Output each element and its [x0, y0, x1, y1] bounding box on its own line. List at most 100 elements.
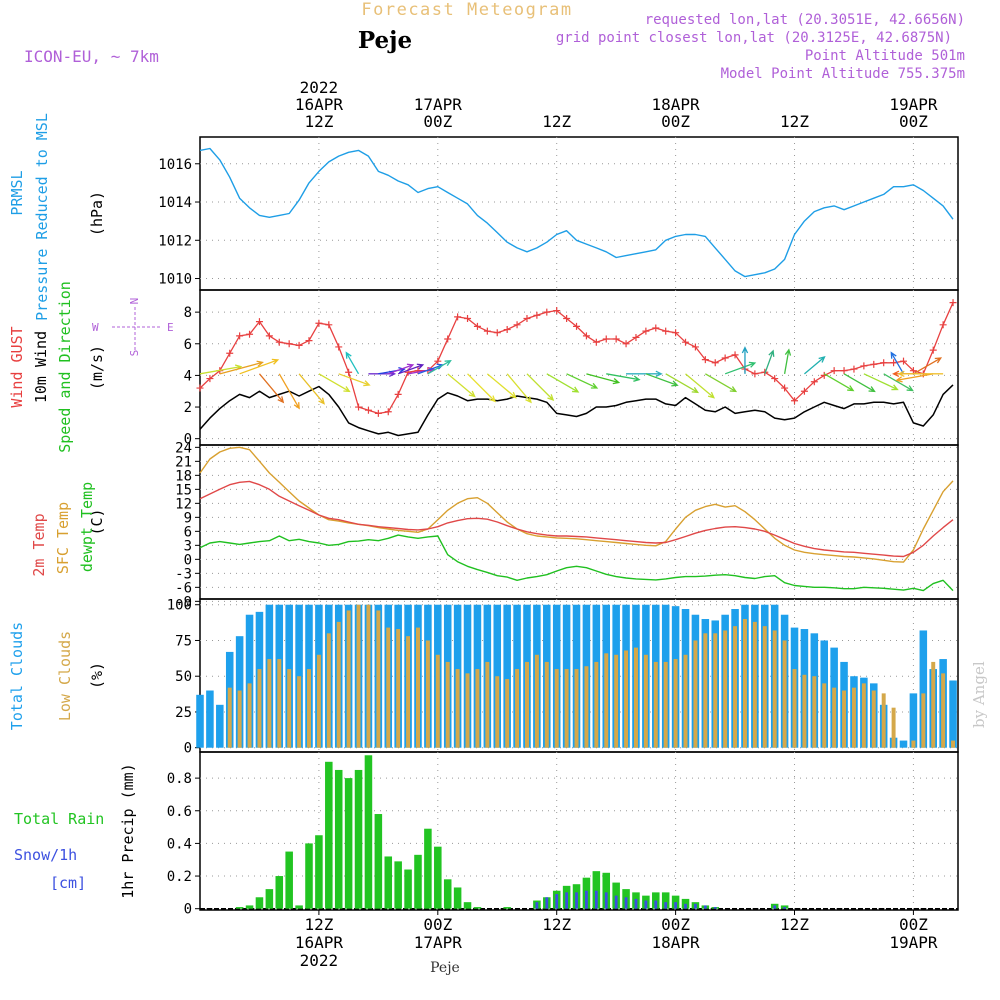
gust-marker	[305, 337, 313, 345]
gust-marker	[909, 367, 917, 375]
low-cloud-bar	[366, 604, 371, 748]
gust-marker	[345, 368, 353, 376]
low-cloud-bar	[614, 654, 619, 748]
gust-marker	[434, 357, 442, 365]
gust-marker	[662, 327, 670, 335]
rain-bar	[434, 846, 442, 909]
compass-e: E	[167, 321, 174, 334]
low-cloud-bar	[564, 669, 569, 748]
snow-bar	[634, 898, 638, 909]
low-cloud-bar	[713, 633, 718, 748]
gust-marker	[454, 313, 462, 321]
wind-arrow	[278, 373, 300, 410]
gust-marker	[335, 343, 343, 351]
gust-marker	[592, 338, 600, 346]
gust-marker	[939, 321, 947, 329]
low-cloud-bar	[703, 633, 708, 748]
low-cloud-bar	[257, 669, 262, 748]
temp-dewpt-label: dewpt Temp	[78, 482, 96, 572]
low-cloud-bar	[812, 676, 817, 748]
wind-arrow	[883, 373, 914, 392]
rain-bar	[453, 887, 462, 909]
gust-marker	[632, 333, 640, 341]
panel-frame	[199, 136, 959, 291]
gust-marker	[236, 332, 244, 340]
low-cloud-bar	[584, 666, 589, 748]
wind-arrow	[318, 373, 351, 393]
wind-arrow	[626, 370, 663, 378]
snow-bar	[624, 897, 628, 909]
gust-marker	[374, 409, 382, 417]
rain-bar	[295, 905, 303, 909]
y-tick-label: 1014	[158, 195, 192, 211]
snow-bar	[644, 900, 648, 909]
low-cloud-bar	[842, 690, 847, 748]
low-cloud-bar	[227, 687, 232, 748]
gust-marker	[315, 319, 323, 327]
low-cloud-bar	[733, 626, 738, 748]
chart-title: Forecast Meteogram	[361, 0, 572, 20]
low-cloud-bar	[643, 654, 648, 748]
snow-bar	[535, 902, 539, 909]
time-label-bottom: 00Z	[661, 915, 690, 934]
low-cloud-bar	[653, 661, 658, 748]
cloud-bars	[196, 604, 957, 748]
y-tick-label: 21	[175, 454, 192, 470]
y-tick-label: 12	[175, 496, 192, 512]
gust-marker	[206, 375, 214, 383]
gust-marker	[196, 384, 204, 392]
time-label-top: 16APR	[295, 95, 344, 114]
gust-marker	[791, 397, 799, 405]
snow-bar	[664, 902, 668, 909]
gust-marker	[830, 367, 838, 375]
gust-marker	[533, 311, 541, 319]
low-cloud-bar	[822, 683, 827, 748]
gust-markers	[196, 299, 957, 417]
time-label-top: 12Z	[542, 112, 571, 131]
low-cloud-bar	[782, 640, 787, 748]
y-tick-label: 0.8	[167, 771, 192, 787]
snow-bar	[604, 892, 608, 909]
y-tick-label: 9	[184, 510, 192, 526]
snow-bar	[565, 892, 569, 909]
rain-bar	[473, 907, 482, 909]
time-label-bottom: 00Z	[423, 915, 452, 934]
wind-arrow	[913, 357, 943, 375]
gust-marker	[711, 359, 719, 367]
gust-label: Wind GUST	[8, 326, 26, 407]
low-cloud-bar	[277, 659, 282, 748]
time-label-top: 12Z	[304, 112, 333, 131]
low-cloud-bar	[673, 659, 678, 748]
rain-bar	[305, 843, 313, 909]
snow-label: Snow/1h	[14, 846, 77, 864]
gust-marker	[771, 375, 779, 383]
rain-bar	[384, 856, 393, 909]
wind-arrow	[546, 373, 580, 393]
gust-marker	[523, 314, 531, 322]
wind-arrow	[506, 373, 532, 404]
wind-arrow	[397, 363, 425, 375]
low-cloud-bar	[554, 669, 559, 748]
gust-marker	[573, 322, 581, 330]
total-clouds-label: Total Clouds	[8, 622, 26, 730]
wind-arrow	[665, 373, 700, 394]
gust-marker	[384, 408, 392, 416]
gust-marker	[285, 340, 293, 348]
low-cloud-bar	[534, 654, 539, 748]
credit-watermark: by Angel	[970, 661, 988, 728]
chart-layer: 1010101210141016(hPa)02468(m/s)-9-6-3036…	[8, 78, 959, 970]
gust-marker	[612, 335, 620, 343]
low-cloud-bar	[326, 633, 331, 748]
gust-marker	[880, 359, 888, 367]
total-cloud-bar	[919, 630, 928, 748]
rain-bar	[414, 854, 422, 909]
rain-bar	[265, 889, 274, 909]
y-tick-label: 6	[184, 337, 192, 353]
low-cloud-bar	[574, 669, 579, 748]
y-tick-label: 0.4	[167, 836, 192, 852]
low-cloud-bar	[406, 636, 411, 748]
y-tick-label: 6	[184, 524, 192, 540]
total-cloud-bar	[949, 680, 957, 748]
gust-marker	[721, 354, 729, 362]
